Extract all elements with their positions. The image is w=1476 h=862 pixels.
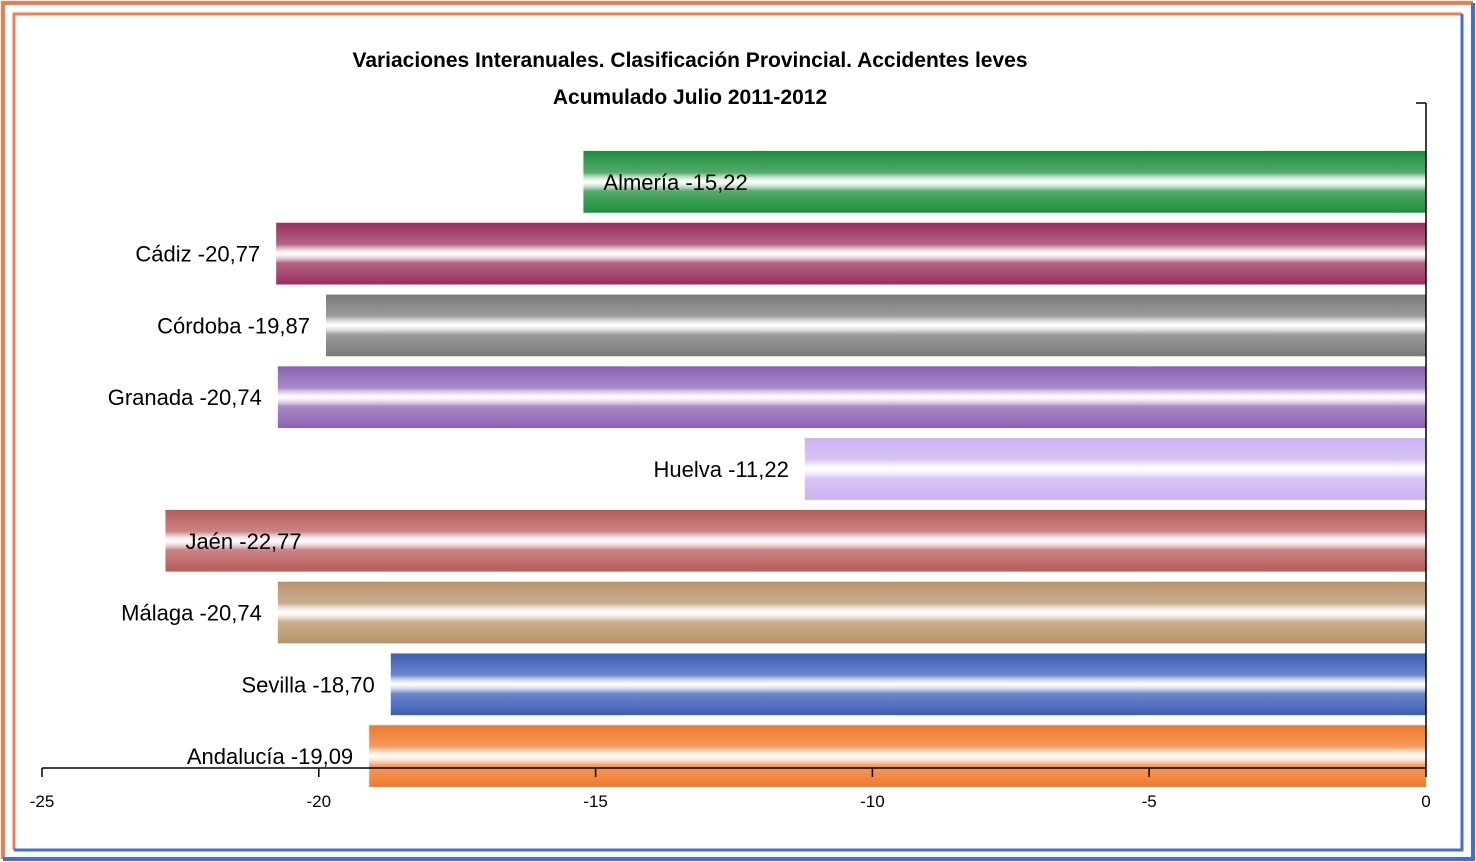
- data-label-andalucía: Andalucía -19,09: [187, 744, 353, 769]
- frame-inner-border-bottom-right: [14, 14, 1464, 852]
- bars-group: [165, 151, 1427, 787]
- bar-jaén: [165, 509, 1427, 572]
- x-tick-label: 0: [1421, 792, 1430, 811]
- frame-border-bottom-right: [3, 3, 1475, 861]
- data-label-jaén: Jaén -22,77: [185, 529, 301, 554]
- bar-sevilla: [390, 653, 1426, 716]
- data-label-cádiz: Cádiz -20,77: [135, 242, 260, 267]
- bar-huelva: [804, 438, 1426, 500]
- data-label-granada: Granada -20,74: [108, 385, 262, 410]
- x-tick-label: -20: [307, 792, 332, 811]
- x-tick-label: -5: [1142, 792, 1157, 811]
- bar-cádiz: [276, 222, 1426, 285]
- x-tick-label: -25: [30, 792, 55, 811]
- bar-andalucía: [369, 725, 1426, 787]
- x-tick-label: -15: [583, 792, 608, 811]
- frame-inner-border-top-left: [12, 12, 1462, 850]
- chart-subtitle: Acumulado Julio 2011-2012: [553, 86, 827, 109]
- x-axis: -25 -20 -15 -10 -5 0: [30, 102, 1431, 811]
- data-labels-group: Almería -15,22 Cádiz -20,77 Córdoba -19,87…: [108, 170, 789, 769]
- data-label-sevilla: Sevilla -18,70: [241, 672, 374, 697]
- bar-granada: [277, 366, 1426, 429]
- x-tick-label: -10: [860, 792, 885, 811]
- bar-almería: [583, 151, 1426, 213]
- data-label-málaga: Málaga -20,74: [121, 601, 262, 626]
- data-label-córdoba: Córdoba -19,87: [157, 313, 310, 338]
- bar-córdoba: [325, 294, 1426, 357]
- chart-title: Variaciones Interanuales. Clasificación …: [352, 49, 1027, 72]
- bar-málaga: [277, 581, 1426, 644]
- data-label-huelva: Huelva -11,22: [654, 457, 789, 482]
- data-label-almería: Almería -15,22: [603, 170, 747, 195]
